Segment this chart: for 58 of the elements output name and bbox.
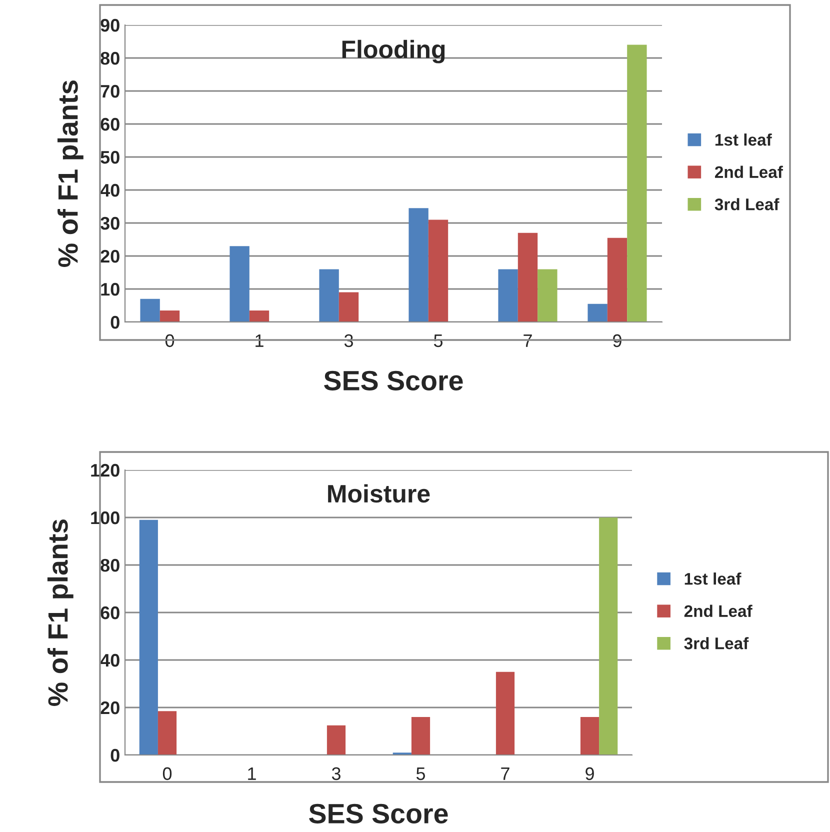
bar: [249, 310, 270, 322]
x-axis-title: SES Score: [309, 804, 448, 824]
legend-label: 2nd Leaf: [714, 166, 783, 178]
bar: [319, 269, 339, 322]
bar: [428, 220, 448, 322]
y-tick-label: 10: [101, 282, 120, 296]
bar: [496, 672, 515, 755]
y-tick-label: 20: [100, 701, 120, 714]
y-tick-label: 20: [100, 250, 120, 263]
y-axis-title: % of F1 plants: [47, 519, 74, 706]
bar: [580, 717, 600, 755]
bar: [158, 711, 177, 755]
x-tick-label: 0: [162, 767, 172, 780]
x-tick-label: 1: [256, 334, 264, 347]
y-tick-label: 0: [110, 748, 120, 762]
x-tick-label: 7: [524, 334, 532, 347]
x-tick-label: 1: [248, 767, 256, 780]
y-tick-label: 40: [100, 184, 120, 197]
x-tick-label: 9: [586, 767, 594, 780]
y-tick-label: 120: [91, 464, 120, 477]
bar: [408, 208, 428, 322]
chart-title: Moisture: [328, 484, 430, 503]
bar: [326, 725, 346, 755]
y-tick-label: 40: [100, 654, 120, 667]
bar: [518, 232, 538, 322]
y-tick-label: 30: [100, 216, 120, 230]
bar: [538, 269, 558, 322]
legend-label: 2nd Leaf: [684, 604, 752, 618]
y-tick-label: 50: [100, 150, 120, 164]
y-tick-label: 60: [100, 606, 120, 620]
y-tick-label: 100: [91, 511, 120, 524]
y-tick-label: 60: [100, 118, 120, 131]
bar: [411, 717, 430, 755]
legend-label: 1st leaf: [684, 572, 742, 585]
y-axis-title: % of F1 plants: [57, 80, 84, 267]
bar: [627, 44, 647, 322]
bar: [588, 304, 608, 322]
bar: [338, 292, 359, 322]
y-tick-label: 70: [100, 84, 120, 98]
x-tick-label: 3: [332, 767, 340, 780]
x-axis-title: SES Score: [324, 370, 463, 390]
y-tick-label: 80: [100, 52, 120, 65]
bar: [160, 310, 180, 322]
bar: [230, 246, 250, 322]
x-tick-label: 5: [416, 767, 426, 780]
legend-label: 3rd Leaf: [714, 198, 780, 210]
bar: [139, 520, 158, 755]
text: Flooding: [342, 40, 445, 64]
bar: [498, 269, 518, 322]
bar: [599, 518, 618, 755]
legend-label: 3rd Leaf: [684, 637, 749, 650]
y-tick-label: 0: [110, 316, 120, 329]
y-tick-label: 80: [100, 558, 120, 572]
legend-label: 1st leaf: [715, 133, 772, 146]
x-tick-label: 7: [501, 767, 510, 780]
y-tick-label: 90: [100, 18, 120, 32]
bar: [140, 298, 160, 322]
bar: [607, 238, 628, 322]
